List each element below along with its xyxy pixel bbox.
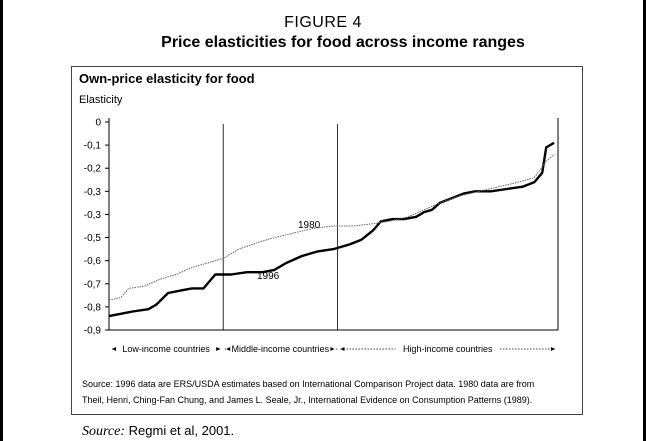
region-arrowhead-left (340, 347, 345, 351)
axes: 0 -0,1 -0,2 -0,3 -0,3 -0,5 -0,6 -0,7 -0,8 -0,9 (84, 118, 559, 337)
source-label: Source: (82, 424, 126, 439)
annotation-1980: 1980 (298, 220, 321, 231)
y-tick-label: -0,3 (84, 210, 102, 221)
y-tick-label: -0,8 (84, 302, 102, 313)
region-arrowhead-left (226, 347, 231, 351)
region-arrowhead-left (112, 347, 116, 351)
region-dividers (222, 124, 338, 330)
note-line-2: Theil, Henri, Ching-Fan Chung, and James… (82, 395, 533, 405)
y-axis-label: Elasticity (79, 94, 123, 106)
source-line: Source: Regmi et al, 2001. (82, 423, 234, 440)
region-labels: Low-income countries Middle-income countr… (112, 344, 555, 354)
region-label: Middle-income countries (232, 344, 330, 354)
right-edge-bar (643, 0, 646, 441)
source-text: Regmi et al, 2001. (125, 423, 235, 438)
y-tick-label: -0,5 (84, 233, 102, 244)
region-arrowhead-right (216, 347, 221, 351)
region-label: Low-income countries (122, 344, 210, 354)
series-lines (108, 141, 555, 318)
y-tick-label: -0,3 (84, 187, 102, 198)
region-arrowhead-right (330, 347, 335, 351)
series-line-1980 (108, 154, 555, 301)
annotation-1996: 1996 (257, 271, 280, 282)
figure-number: FIGURE 4 (284, 14, 362, 31)
y-tick-label: -0,7 (84, 279, 102, 290)
left-edge-bar (0, 0, 3, 441)
y-tick-label: -0,1 (84, 141, 102, 152)
note-line-1: Source: 1996 data are ERS/USDA estimates… (82, 379, 535, 389)
figure-title: Price elasticities for food across incom… (161, 34, 525, 51)
region-arrowhead-right (551, 347, 555, 351)
chart-svg: Own-price elasticity for food Elasticity… (79, 71, 559, 354)
y-tick-label: 0 (95, 118, 101, 129)
series-line-1996 (108, 141, 555, 318)
region-label: High-income countries (403, 344, 493, 354)
chart-title: Own-price elasticity for food (79, 71, 255, 86)
y-tick-label: -0,2 (84, 164, 102, 175)
y-tick-label: -0,6 (84, 256, 102, 267)
y-tick-label: -0,9 (84, 326, 102, 337)
chart-panel (71, 66, 583, 415)
